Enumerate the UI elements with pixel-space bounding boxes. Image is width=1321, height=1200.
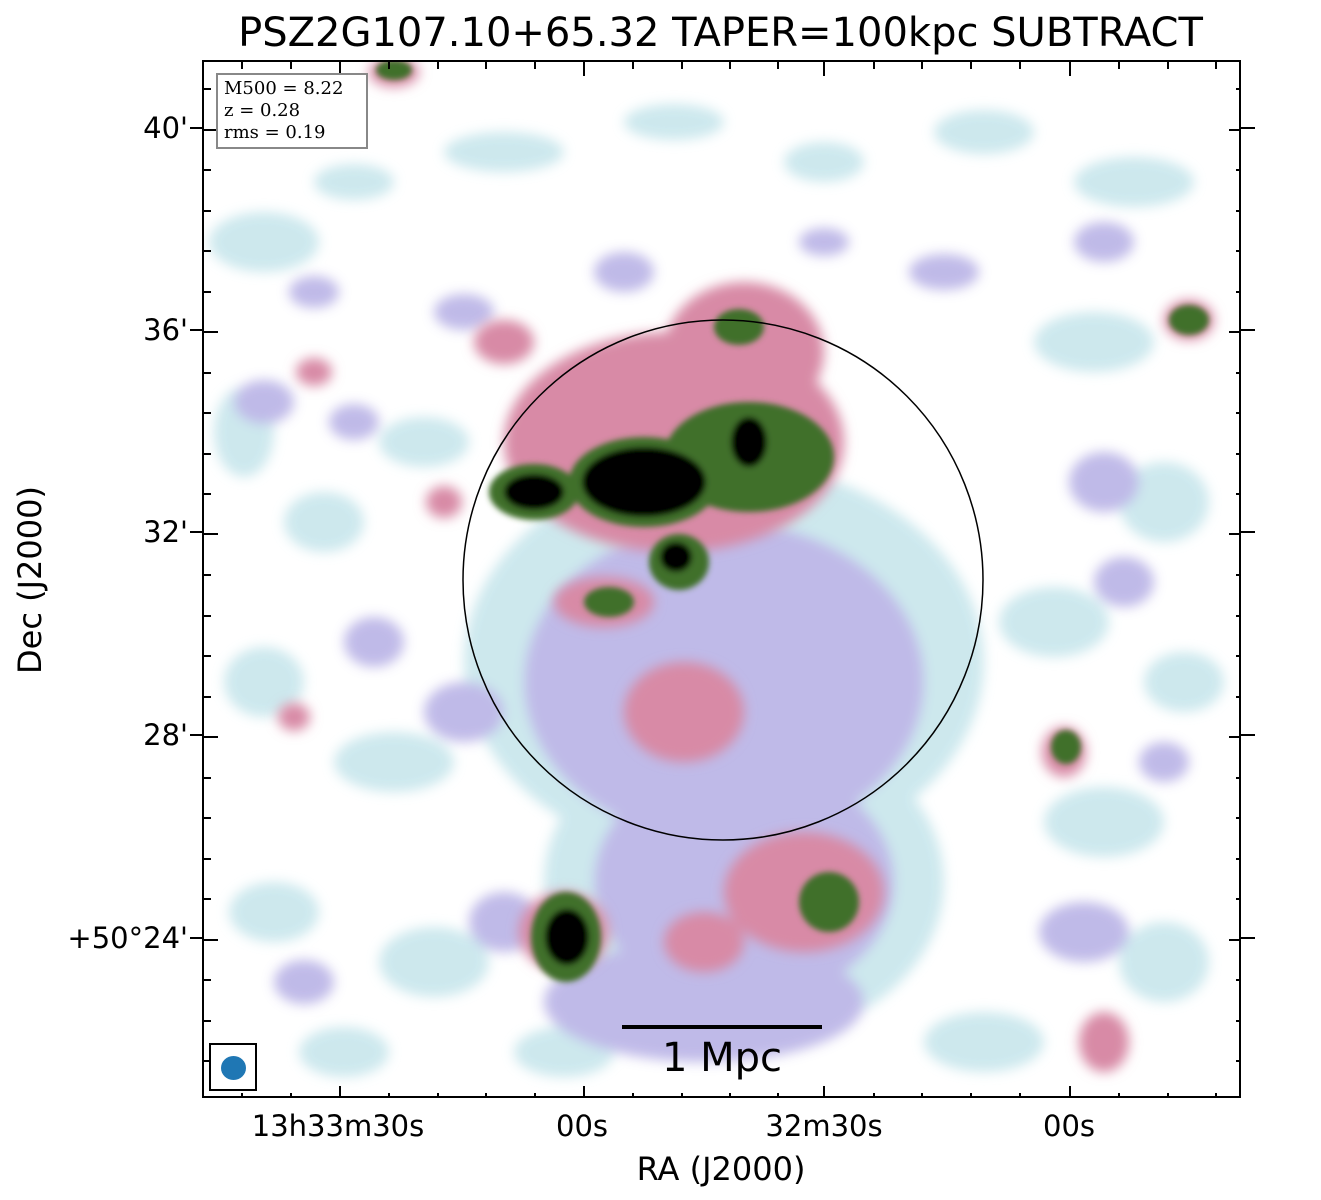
ytick-label: 28' [143,718,188,752]
plot-title: PSZ2G107.10+65.32 TAPER=100kpc SUBTRACT [238,10,1203,56]
ytick-label: 36' [143,313,188,347]
m500-text: M500 = 8.22 [224,78,344,99]
rms-text: rms = 0.19 [224,122,326,143]
xtick-label: 13h33m30s [251,1109,425,1143]
xtick-label: 00s [555,1109,609,1143]
scale-bar [622,1025,822,1029]
ytick-label: 40' [143,111,188,145]
x-axis-label: RA (J2000) [636,1150,806,1188]
scale-bar-label: 1 Mpc [661,1035,783,1081]
radio-map [204,62,1239,1096]
left-outer-ticks [190,127,204,939]
beam-box [209,1043,257,1091]
redshift-text: z = 0.28 [224,100,301,121]
r500-circle [462,319,984,841]
right-outer-ticks [1239,127,1255,939]
axis-ticks [204,62,1239,1096]
ytick-label: +50°24' [67,921,188,955]
xtick-label: 32m30s [765,1109,883,1143]
radio-image-panel [202,60,1241,1098]
ytick-label: 32' [143,515,188,549]
cluster-info-box: M500 = 8.22 z = 0.28 rms = 0.19 [216,73,368,149]
beam-ellipse-icon [221,1056,246,1080]
y-axis-label: Dec (J2000) [11,486,49,674]
xtick-label: 00s [1042,1109,1096,1143]
bright-emission [376,62,1209,982]
